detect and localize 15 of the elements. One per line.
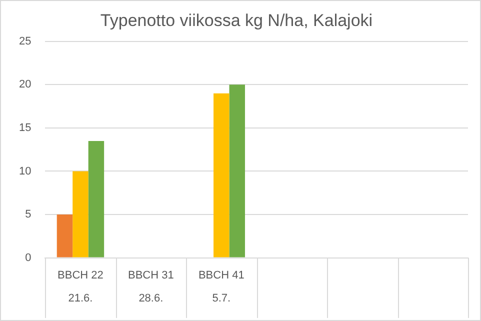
chart-title: Typenotto viikossa kg N/ha, Kalajoki (100, 10, 373, 30)
bar (72, 171, 88, 258)
bar (56, 214, 73, 258)
bar (214, 93, 230, 258)
y-tick-label: 15 (18, 122, 32, 134)
x-tick-label: BBCH 22 21.6. (58, 269, 104, 304)
y-tick-label: 5 (25, 208, 32, 221)
x-tick-label: BBCH 31 28.6. (128, 269, 174, 304)
bar (88, 140, 104, 258)
x-tick-label: BBCH 41 5.7. (198, 269, 244, 304)
y-tick-label: 20 (18, 78, 32, 91)
y-tick-label: 0 (25, 252, 32, 264)
y-tick-label: 25 (18, 35, 32, 48)
y-tick-label: 10 (18, 165, 32, 178)
bar (229, 84, 245, 258)
